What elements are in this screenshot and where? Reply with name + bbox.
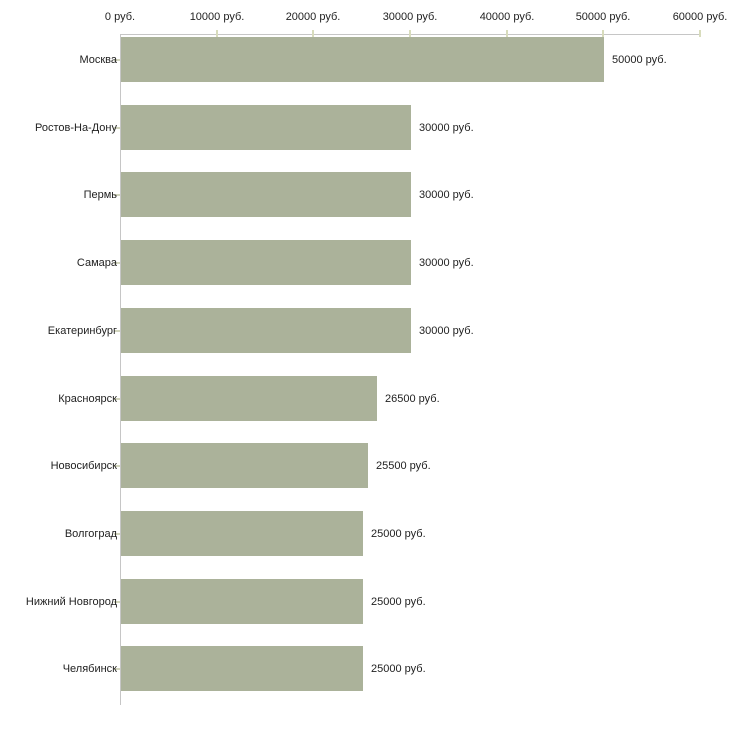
value-label: 26500 руб. <box>385 393 440 405</box>
category-label: Волгоград <box>64 528 117 540</box>
x-axis-tick-label: 20000 руб. <box>285 11 341 23</box>
category-label: Самара <box>76 257 117 269</box>
value-label: 30000 руб. <box>419 325 474 337</box>
value-label: 30000 руб. <box>419 257 474 269</box>
y-axis-tick-mark <box>114 601 120 603</box>
bar <box>121 511 363 556</box>
category-label: Екатеринбург <box>47 325 117 337</box>
y-axis-tick-mark <box>114 127 120 129</box>
y-axis-line <box>120 34 121 705</box>
value-label: 25000 руб. <box>371 663 426 675</box>
value-label: 30000 руб. <box>419 189 474 201</box>
value-label: 50000 руб. <box>612 54 667 66</box>
category-label: Красноярск <box>58 393 117 405</box>
category-label: Нижний Новгород <box>25 596 117 608</box>
bar <box>121 172 411 217</box>
bar <box>121 37 604 82</box>
y-axis-tick-mark <box>114 262 120 264</box>
category-label: Москва <box>79 54 117 66</box>
y-axis-tick-mark <box>114 398 120 400</box>
y-axis-tick-mark <box>114 533 120 535</box>
y-axis-tick-mark <box>114 330 120 332</box>
y-axis-tick-mark <box>114 59 120 61</box>
category-label: Пермь <box>83 189 117 201</box>
bar <box>121 240 411 285</box>
bar <box>121 579 363 624</box>
x-axis-tick-mark <box>409 30 411 37</box>
value-label: 25500 руб. <box>376 460 431 472</box>
x-axis-tick-mark <box>506 30 508 37</box>
y-axis-tick-mark <box>114 668 120 670</box>
x-axis-tick-label: 60000 руб. <box>672 11 728 23</box>
value-label: 25000 руб. <box>371 596 426 608</box>
bar <box>121 308 411 353</box>
bar <box>121 646 363 691</box>
bar <box>121 443 368 488</box>
x-axis-tick-label: 50000 руб. <box>575 11 631 23</box>
category-label: Новосибирск <box>50 460 117 472</box>
x-axis-tick-label: 40000 руб. <box>479 11 535 23</box>
x-axis-tick-mark <box>312 30 314 37</box>
y-axis-tick-mark <box>114 194 120 196</box>
category-label: Ростов-На-Дону <box>34 122 117 134</box>
y-axis-tick-mark <box>114 465 120 467</box>
x-axis-tick-mark <box>216 30 218 37</box>
x-axis-tick-mark <box>602 30 604 37</box>
category-label: Челябинск <box>62 663 117 675</box>
value-label: 25000 руб. <box>371 528 426 540</box>
x-axis-tick-mark <box>699 30 701 37</box>
bar <box>121 376 377 421</box>
x-axis-tick-label: 30000 руб. <box>382 11 438 23</box>
value-label: 30000 руб. <box>419 122 474 134</box>
bar <box>121 105 411 150</box>
x-axis-tick-label: 10000 руб. <box>189 11 245 23</box>
x-axis-tick-label: 0 руб. <box>104 11 136 23</box>
